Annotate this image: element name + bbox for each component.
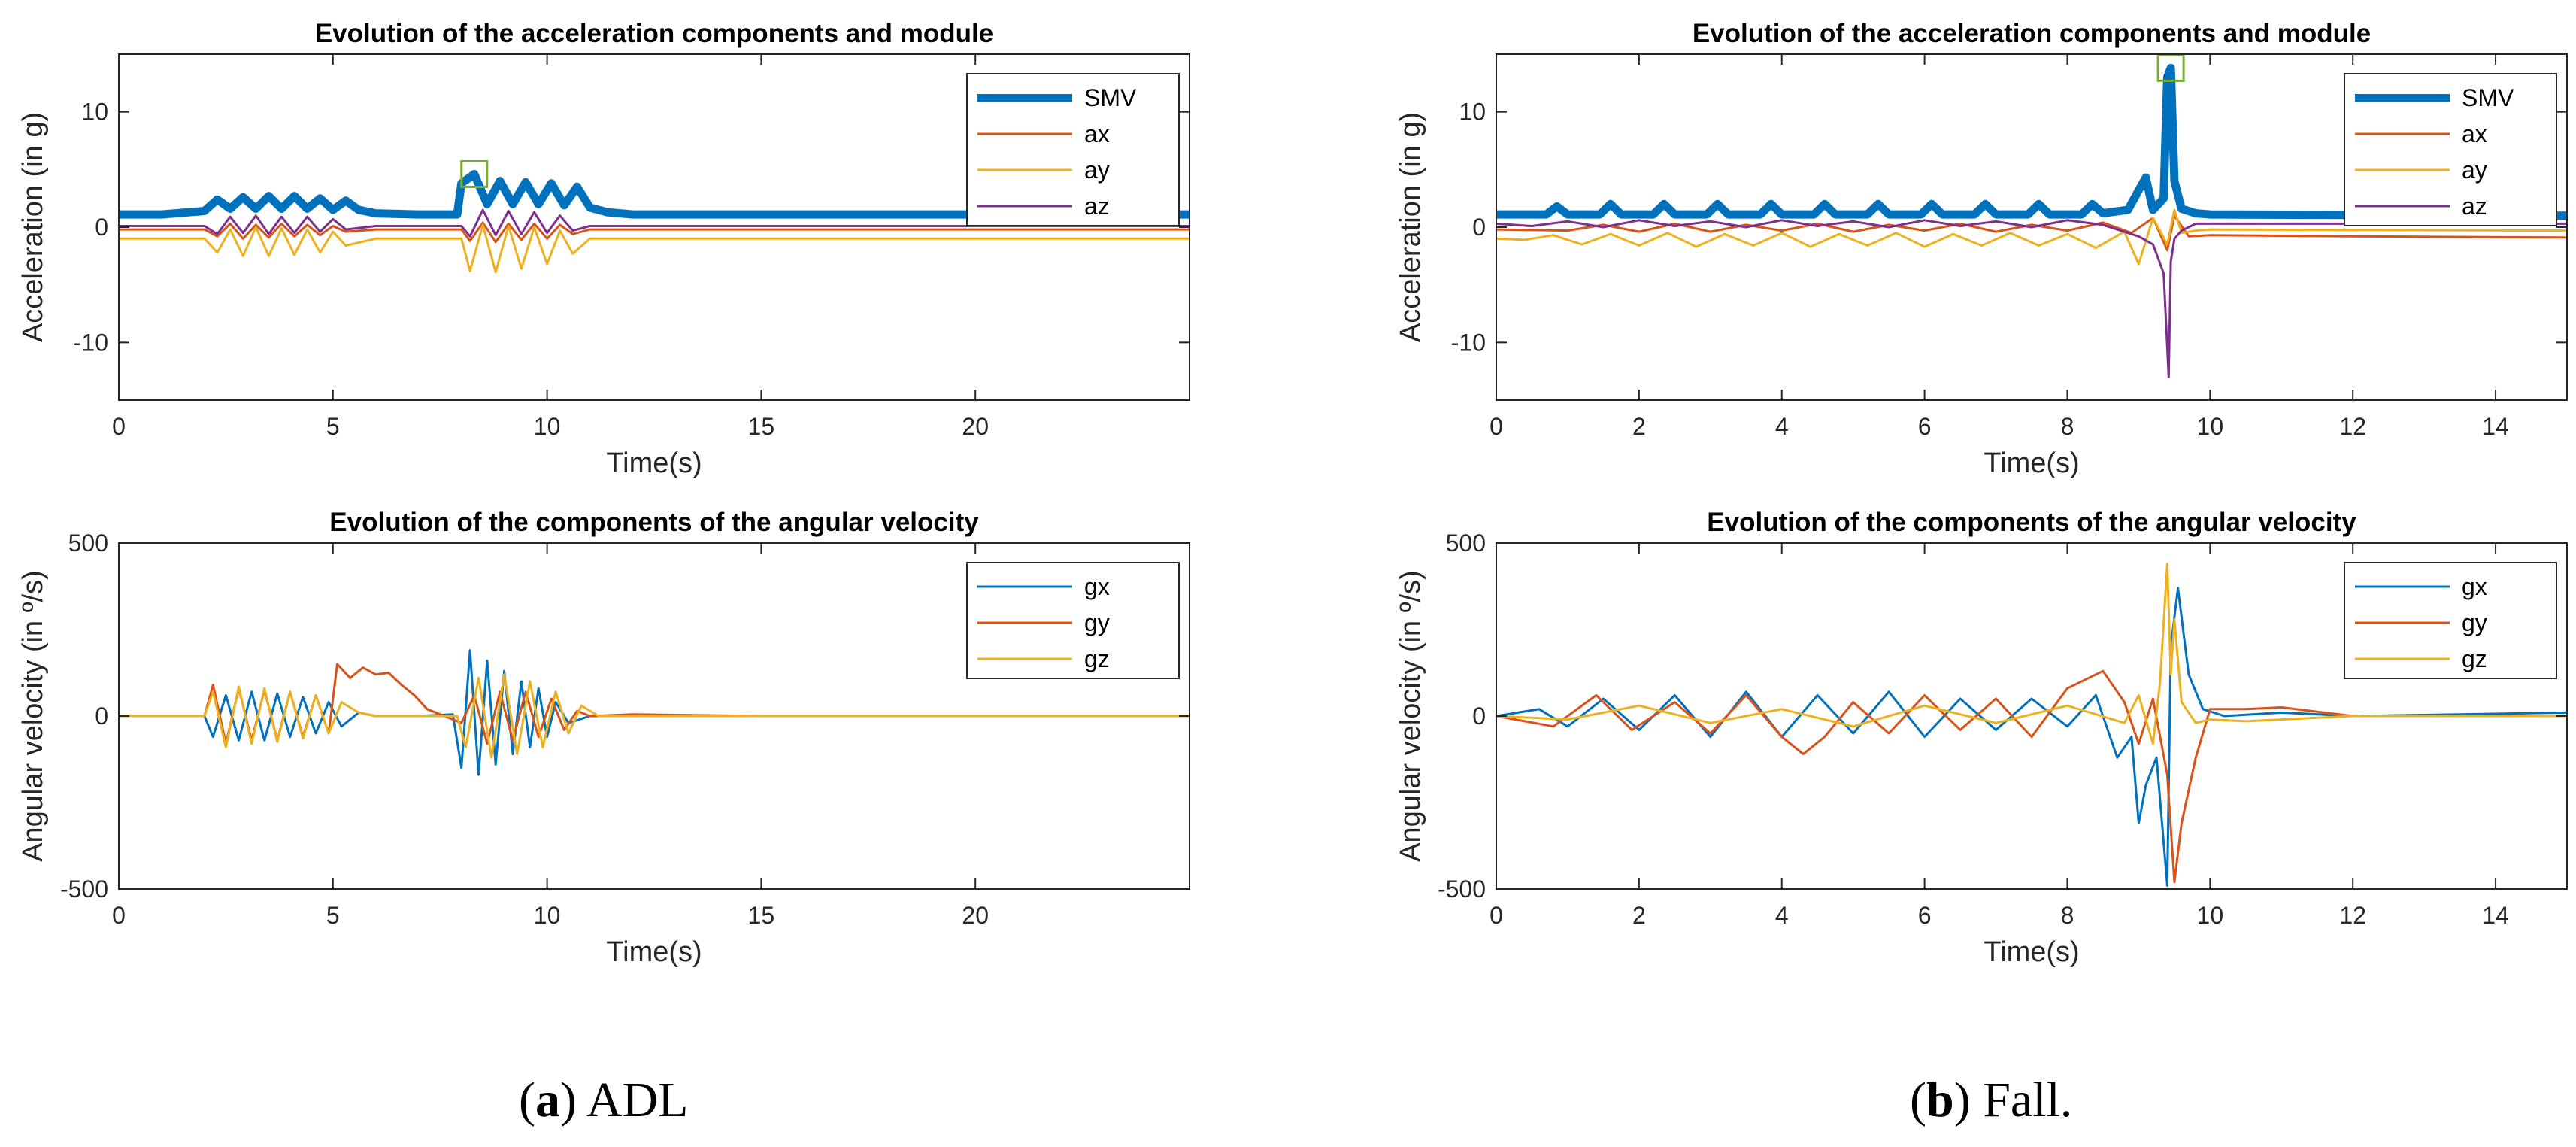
x-tick-label: 6: [1918, 413, 1932, 440]
y-axis-label: Angular velocity (in º/s): [1395, 570, 1426, 862]
y-tick-label: -10: [74, 329, 108, 356]
legend-box: [2344, 562, 2557, 679]
y-tick-label: -500: [1438, 875, 1486, 903]
x-tick-label: 20: [962, 902, 989, 929]
series-group: [1496, 563, 2567, 887]
y-tick-label: 0: [1472, 214, 1486, 241]
legend: SMV ax ay az: [966, 73, 1180, 226]
series-line-ax: [119, 221, 1190, 244]
y-axis-label: Angular velocity (in º/s): [17, 570, 49, 862]
series-line-smv: [1496, 63, 2567, 220]
x-tick-label: 14: [2482, 413, 2509, 440]
x-tick-label: 10: [2197, 902, 2224, 929]
legend-label-gz: gz: [1084, 645, 1110, 672]
legend-label-ay: ay: [1084, 156, 1110, 184]
y-tick-label: 0: [1472, 702, 1486, 730]
legend-label-ay: ay: [2462, 156, 2487, 184]
series-group: [1496, 63, 2567, 378]
y-tick-label: -10: [1451, 329, 1486, 356]
chart-title: Evolution of the acceleration components…: [1693, 19, 2371, 48]
legend-label-smv: SMV: [2462, 84, 2514, 111]
x-tick-label: 5: [326, 413, 340, 440]
x-tick-label: 10: [534, 902, 561, 929]
legend-label-az: az: [1084, 193, 1110, 220]
legend-label-ax: ax: [1084, 120, 1110, 147]
series-line-gz: [119, 673, 1190, 759]
series-line-az: [119, 208, 1190, 238]
legend-label-gy: gy: [2462, 609, 2487, 636]
caption-a-letter: a: [535, 1073, 560, 1127]
series-group: [119, 649, 1190, 776]
y-axis-label: Acceleration (in g): [1395, 112, 1426, 342]
y-axis-label: Acceleration (in g): [17, 112, 49, 342]
x-tick-label: 20: [962, 413, 989, 440]
y-tick-label: 500: [68, 530, 108, 557]
series-group: [119, 170, 1190, 274]
x-tick-label: 5: [326, 902, 340, 929]
chart-title: Evolution of the acceleration components…: [315, 19, 993, 48]
x-tick-label: 0: [112, 413, 126, 440]
legend-box: [966, 562, 1180, 679]
series-line-gz: [1496, 563, 2567, 745]
x-tick-label: 12: [2339, 413, 2366, 440]
legend: gx gy gz: [2344, 562, 2557, 679]
legend-label-az: az: [2462, 193, 2487, 220]
chart-title: Evolution of the components of the angul…: [1707, 508, 2356, 537]
x-axis-label: Time(s): [1984, 936, 2079, 968]
y-tick-label: 10: [81, 99, 108, 126]
x-tick-label: 6: [1918, 902, 1932, 929]
x-tick-label: 15: [748, 902, 775, 929]
x-tick-label: 14: [2482, 902, 2509, 929]
x-tick-label: 8: [2061, 413, 2074, 440]
legend-label-gz: gz: [2462, 645, 2487, 672]
caption-adl: (a) ADL: [519, 1073, 689, 1127]
legend-label-gx: gx: [1084, 573, 1110, 600]
legend: SMV ax ay az: [2344, 73, 2557, 226]
caption-b-text: Fall.: [1983, 1073, 2073, 1127]
y-tick-label: 500: [1446, 530, 1486, 557]
y-tick-label: 10: [1459, 99, 1486, 126]
legend-label-gy: gy: [1084, 609, 1110, 636]
y-tick-label: 0: [95, 702, 108, 730]
series-line-ay: [1496, 208, 2567, 266]
legend: gx gy gz: [966, 562, 1180, 679]
x-tick-label: 0: [112, 902, 126, 929]
x-tick-label: 4: [1775, 902, 1789, 929]
legend-label-gx: gx: [2462, 573, 2487, 600]
x-tick-label: 0: [1490, 413, 1503, 440]
peak-marker-box: [2156, 53, 2185, 82]
chart-title: Evolution of the components of the angul…: [329, 508, 979, 537]
peak-marker-box: [460, 159, 489, 188]
x-axis-label: Time(s): [606, 936, 702, 968]
caption-fall: (b) Fall.: [1910, 1073, 2073, 1127]
series-line-ay: [119, 223, 1190, 274]
x-tick-label: 15: [748, 413, 775, 440]
x-tick-label: 0: [1490, 902, 1503, 929]
series-line-smv: [119, 170, 1190, 219]
caption-a-text: ADL: [586, 1073, 689, 1127]
x-axis-label: Time(s): [606, 448, 702, 479]
x-tick-label: 2: [1632, 413, 1646, 440]
y-tick-label: -500: [60, 875, 108, 903]
caption-b-letter: b: [1926, 1073, 1954, 1127]
x-tick-label: 8: [2061, 902, 2074, 929]
x-tick-label: 2: [1632, 902, 1646, 929]
x-tick-label: 10: [2197, 413, 2224, 440]
x-axis-label: Time(s): [1984, 448, 2079, 479]
y-tick-label: 0: [95, 214, 108, 241]
series-line-az: [1496, 219, 2567, 378]
fall-acceleration-plot: 0 2 4 6 8 10 12 14 -10 0 10 Evolution of the accele…: [1395, 19, 2568, 479]
legend-label-smv: SMV: [1084, 84, 1137, 111]
adl-acceleration-plot: 0 5 10 15 20 -10 0 10 Evolution of the accelerat…: [17, 19, 1190, 479]
x-tick-label: 10: [534, 413, 561, 440]
legend-label-ax: ax: [2462, 120, 2487, 147]
x-tick-label: 12: [2339, 902, 2366, 929]
x-tick-label: 4: [1775, 413, 1789, 440]
